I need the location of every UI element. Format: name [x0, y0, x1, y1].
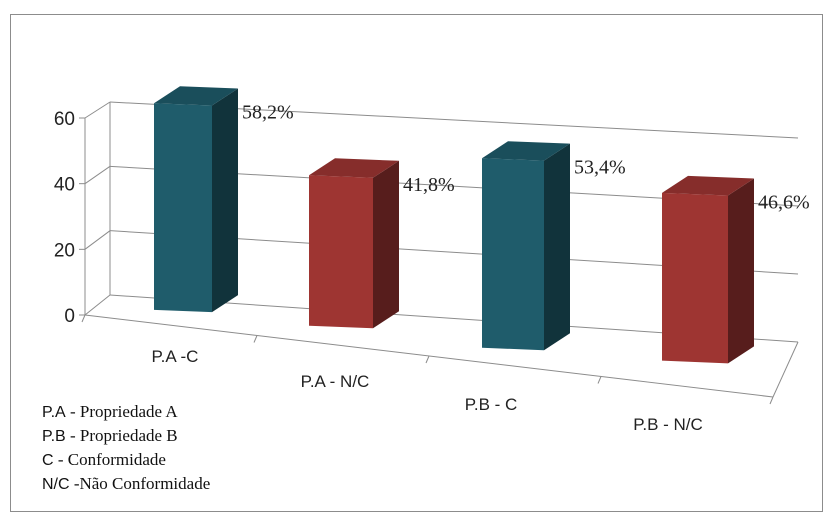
note-line: P.A - Propriedade A	[42, 400, 210, 424]
data-label: 46,6%	[758, 192, 810, 214]
bar-top-face	[309, 158, 399, 178]
data-label: 53,4%	[574, 157, 626, 179]
bar-top-face	[662, 175, 754, 196]
y-tick-label: 40	[54, 175, 75, 196]
note-line: P.B - Propriedade B	[42, 424, 210, 448]
floor-right-edge	[772, 341, 799, 398]
note-abbreviation: P.B	[42, 428, 66, 445]
bar-front-face	[482, 158, 544, 351]
side-gridline	[84, 101, 111, 119]
bar-side-face	[212, 88, 238, 313]
y-tick-label: 60	[54, 109, 75, 130]
y-tick-label: 20	[54, 240, 75, 261]
note-line: C - Conformidade	[42, 448, 210, 472]
note-description: - Propriedade A	[65, 402, 178, 421]
x-category-label: P.A -C	[152, 347, 199, 366]
x-category-label: P.B - N/C	[633, 415, 703, 434]
x-tick-mark	[253, 335, 258, 343]
side-gridline	[84, 230, 111, 250]
side-gridline	[84, 294, 111, 316]
x-tick-mark	[769, 396, 774, 405]
note-line: N/C -Não Conformidade	[42, 472, 210, 496]
x-tick-mark	[425, 355, 430, 364]
bar-top-face	[154, 86, 238, 106]
note-description: -Não Conformidade	[69, 474, 211, 493]
bars-layer	[154, 86, 754, 364]
x-category-label: P.B - C	[465, 395, 518, 414]
note-abbreviation: N/C	[42, 476, 70, 493]
labels-layer: 58,2% 41,8% 53,4% 46,6% P.A -C P.A - N/C P.B -…	[152, 102, 810, 434]
bar-side-face	[373, 160, 399, 329]
x-tick-mark	[81, 314, 86, 323]
y-tick-label: 0	[64, 306, 75, 327]
bar-front-face	[154, 103, 212, 313]
note-description: - Conformidade	[53, 450, 166, 469]
data-label: 41,8%	[403, 174, 455, 196]
note-abbreviation: C	[42, 452, 54, 469]
bar-side-face	[728, 178, 754, 364]
x-category-label: P.A - N/C	[301, 372, 370, 391]
bar-top-face	[482, 141, 570, 161]
bar-front-face	[662, 192, 728, 364]
data-label: 58,2%	[242, 102, 294, 124]
bar-side-face	[544, 143, 570, 351]
x-tick-mark	[597, 376, 602, 384]
note-description: - Propriedade B	[65, 426, 178, 445]
side-gridline	[84, 165, 111, 185]
axis-layer: 0 20 40 60	[54, 101, 799, 405]
note-abbreviation: P.A	[42, 404, 66, 421]
bar-front-face	[309, 175, 373, 329]
